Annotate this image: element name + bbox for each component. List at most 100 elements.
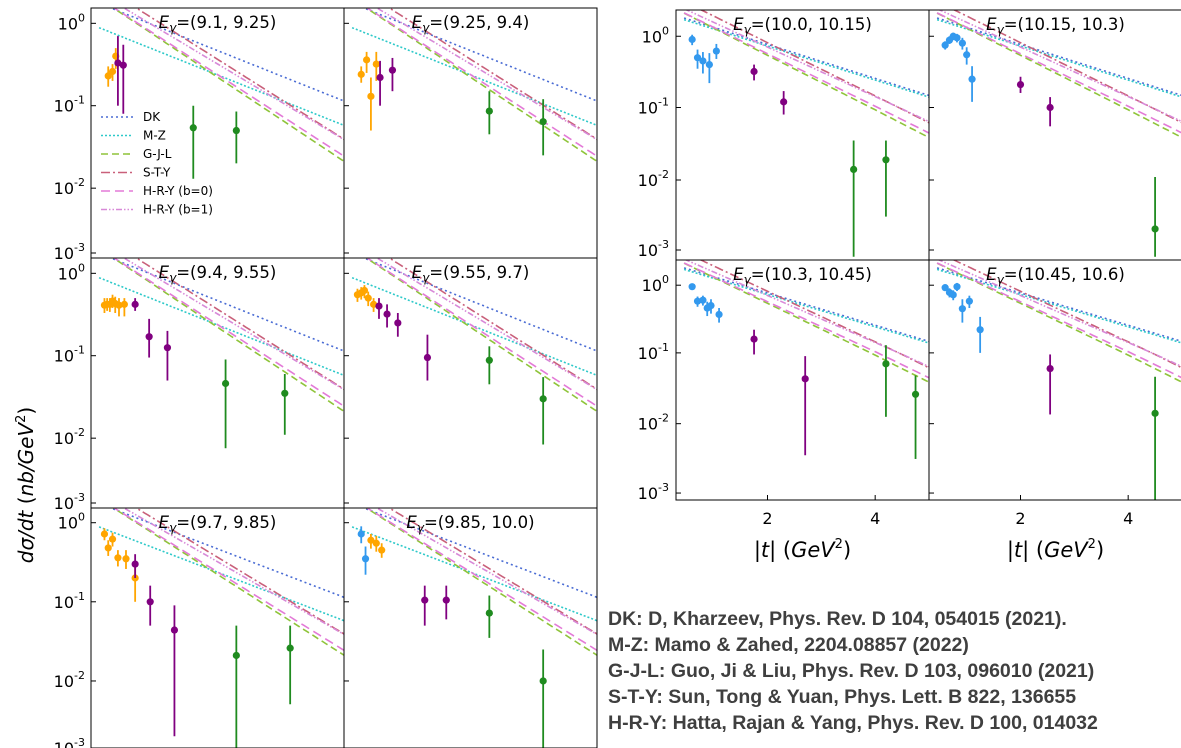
curve-h-r-y-b-1-: [684, 260, 929, 368]
y-tick-label: 10-2: [638, 168, 669, 190]
data-marker: [131, 300, 139, 308]
data-point: [953, 33, 961, 43]
data-point: [104, 66, 112, 87]
data-marker: [750, 67, 758, 76]
data-point: [108, 64, 117, 81]
data-point: [780, 91, 788, 115]
data-point: [145, 318, 153, 358]
data-point: [286, 625, 294, 705]
data-marker: [688, 35, 696, 44]
panel-frame: [928, 259, 1181, 501]
data-marker: [375, 302, 383, 310]
data-marker: [958, 39, 966, 47]
data-point: [963, 47, 971, 65]
data-point: [750, 64, 758, 81]
data-point: [367, 77, 375, 131]
data-point: [122, 550, 130, 569]
data-marker: [131, 560, 139, 568]
panel-background: [91, 508, 344, 748]
data-marker: [712, 47, 720, 55]
data-point: [372, 51, 380, 81]
data-marker: [750, 335, 758, 343]
panel-plot-area: [351, 8, 597, 162]
data-point: [360, 285, 369, 299]
panel-1: 100 10-1 10-2 10-3 Eγ=(9.1, 9.25): [54, 7, 345, 263]
data-marker: [163, 344, 172, 352]
data-marker: [693, 297, 702, 305]
panel-plot-area: [683, 10, 929, 257]
panel-9: 100 10-1 10-2 10-3 2 4 |t| (GeV2) Eγ=(10.3, 10.…: [638, 259, 930, 563]
data-marker: [801, 375, 809, 383]
panel-plot-area: [98, 258, 344, 449]
data-marker: [114, 59, 122, 67]
data-point: [949, 290, 957, 301]
data-marker: [539, 395, 547, 403]
curve-g-j-l: [683, 12, 929, 139]
data-marker: [707, 301, 715, 310]
data-point: [232, 625, 240, 748]
data-point: [421, 585, 429, 626]
data-point: [189, 105, 197, 179]
reference-gjl: G-J-L: Guo, Ji & Liu, Phys. Rev. D 103, …: [608, 660, 1095, 682]
curve-h-r-y-b-0-: [683, 262, 929, 379]
x-axis-label: |t| (GeV2): [754, 537, 851, 563]
data-marker: [376, 73, 384, 82]
data-point: [911, 375, 920, 459]
data-point: [941, 41, 949, 50]
y-tick-label: 10-3: [54, 736, 85, 748]
data-marker: [1151, 225, 1159, 233]
y-tick-label: 10-2: [54, 176, 85, 198]
data-point: [850, 140, 858, 257]
panel-5: 100 10-1 10-2 10-3 Eγ=(9.7, 9.85): [54, 507, 345, 748]
panel-background: [929, 10, 1181, 260]
data-point: [485, 91, 493, 135]
curve-s-t-y: [134, 508, 344, 635]
data-marker: [372, 60, 380, 68]
data-marker: [361, 555, 370, 563]
x-tick-label: 4: [870, 509, 880, 528]
data-marker: [699, 57, 707, 65]
data-point: [1046, 354, 1054, 415]
data-point: [119, 44, 127, 114]
data-point: [100, 528, 109, 541]
data-marker: [100, 530, 109, 538]
curve-g-j-l: [936, 12, 1181, 138]
curve-h-r-y-b-1-: [375, 508, 597, 636]
panel-8: Eγ=(10.15, 10.3): [928, 9, 1181, 261]
data-marker: [104, 544, 112, 552]
data-marker: [378, 546, 386, 554]
curve-g-j-l: [364, 508, 597, 656]
data-marker: [145, 333, 153, 341]
data-marker: [485, 107, 493, 115]
data-marker: [1151, 409, 1159, 417]
data-marker: [421, 596, 429, 604]
data-marker: [958, 305, 966, 313]
data-point: [707, 299, 715, 314]
data-marker: [119, 61, 127, 69]
data-point: [108, 532, 117, 547]
data-marker: [232, 651, 240, 660]
panel-plot-area: [98, 508, 344, 748]
data-marker: [372, 539, 380, 547]
data-marker: [232, 126, 240, 135]
legend-label: S-T-Y: [143, 166, 171, 180]
panel-plot-area: [936, 260, 1181, 500]
curve-h-r-y-b-0-: [936, 12, 1181, 134]
data-point: [364, 291, 372, 307]
data-point: [882, 140, 890, 217]
data-point: [968, 66, 976, 102]
data-marker: [114, 554, 122, 562]
data-point: [801, 356, 809, 456]
data-point: [953, 282, 961, 292]
x-tick-label: 2: [762, 509, 772, 528]
data-marker: [357, 530, 365, 538]
data-point: [958, 299, 966, 323]
curve-dk: [108, 508, 344, 599]
data-point: [363, 51, 371, 73]
curve-h-r-y-b-0-: [683, 12, 929, 134]
data-point: [383, 304, 391, 328]
panel-2: Eγ=(9.25, 9.4): [343, 7, 598, 259]
data-point: [388, 57, 397, 92]
legend-label: M-Z: [143, 129, 166, 143]
curve-h-r-y-b-1-: [375, 258, 597, 391]
